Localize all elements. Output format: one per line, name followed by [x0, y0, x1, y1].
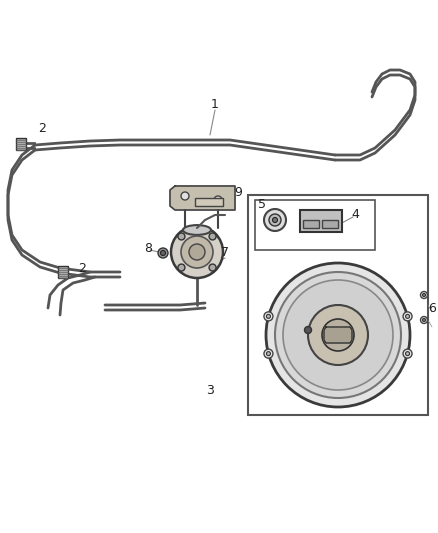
Text: 4: 4 — [351, 208, 359, 222]
Circle shape — [178, 264, 185, 271]
Circle shape — [403, 349, 412, 358]
Circle shape — [420, 292, 427, 298]
Circle shape — [269, 214, 281, 226]
Circle shape — [308, 305, 368, 365]
Text: 5: 5 — [258, 198, 266, 212]
Bar — [248, 195, 428, 415]
Text: 1: 1 — [211, 99, 219, 111]
Circle shape — [275, 272, 401, 398]
Circle shape — [423, 294, 425, 296]
Circle shape — [403, 312, 412, 321]
Bar — [16, 138, 26, 150]
Circle shape — [406, 314, 410, 318]
Circle shape — [264, 349, 273, 358]
Bar — [255, 200, 375, 250]
Circle shape — [178, 233, 185, 240]
Bar — [195, 198, 223, 206]
Circle shape — [264, 209, 286, 231]
Circle shape — [181, 192, 189, 200]
Circle shape — [266, 352, 270, 356]
Polygon shape — [324, 327, 352, 343]
Bar — [322, 220, 338, 228]
Circle shape — [266, 314, 270, 318]
Circle shape — [171, 226, 223, 278]
Circle shape — [423, 319, 425, 321]
Circle shape — [181, 236, 213, 268]
Circle shape — [189, 244, 205, 260]
Text: 8: 8 — [144, 241, 152, 254]
Circle shape — [214, 196, 222, 204]
Circle shape — [420, 317, 427, 324]
Circle shape — [406, 352, 410, 356]
Circle shape — [272, 217, 278, 222]
Circle shape — [266, 263, 410, 407]
Circle shape — [160, 251, 166, 255]
Text: 7: 7 — [221, 246, 229, 260]
Bar — [300, 210, 342, 232]
Text: 9: 9 — [234, 187, 242, 199]
Circle shape — [209, 264, 216, 271]
Circle shape — [304, 327, 311, 334]
Polygon shape — [170, 186, 235, 210]
Text: 3: 3 — [206, 384, 214, 397]
Circle shape — [322, 319, 354, 351]
Bar — [303, 220, 319, 228]
Bar — [58, 266, 68, 278]
Ellipse shape — [183, 225, 211, 235]
Text: 2: 2 — [38, 122, 46, 134]
Text: 2: 2 — [78, 262, 86, 274]
Circle shape — [283, 280, 393, 390]
Circle shape — [209, 233, 216, 240]
Circle shape — [158, 248, 168, 258]
Circle shape — [264, 312, 273, 321]
Text: 6: 6 — [428, 302, 436, 314]
